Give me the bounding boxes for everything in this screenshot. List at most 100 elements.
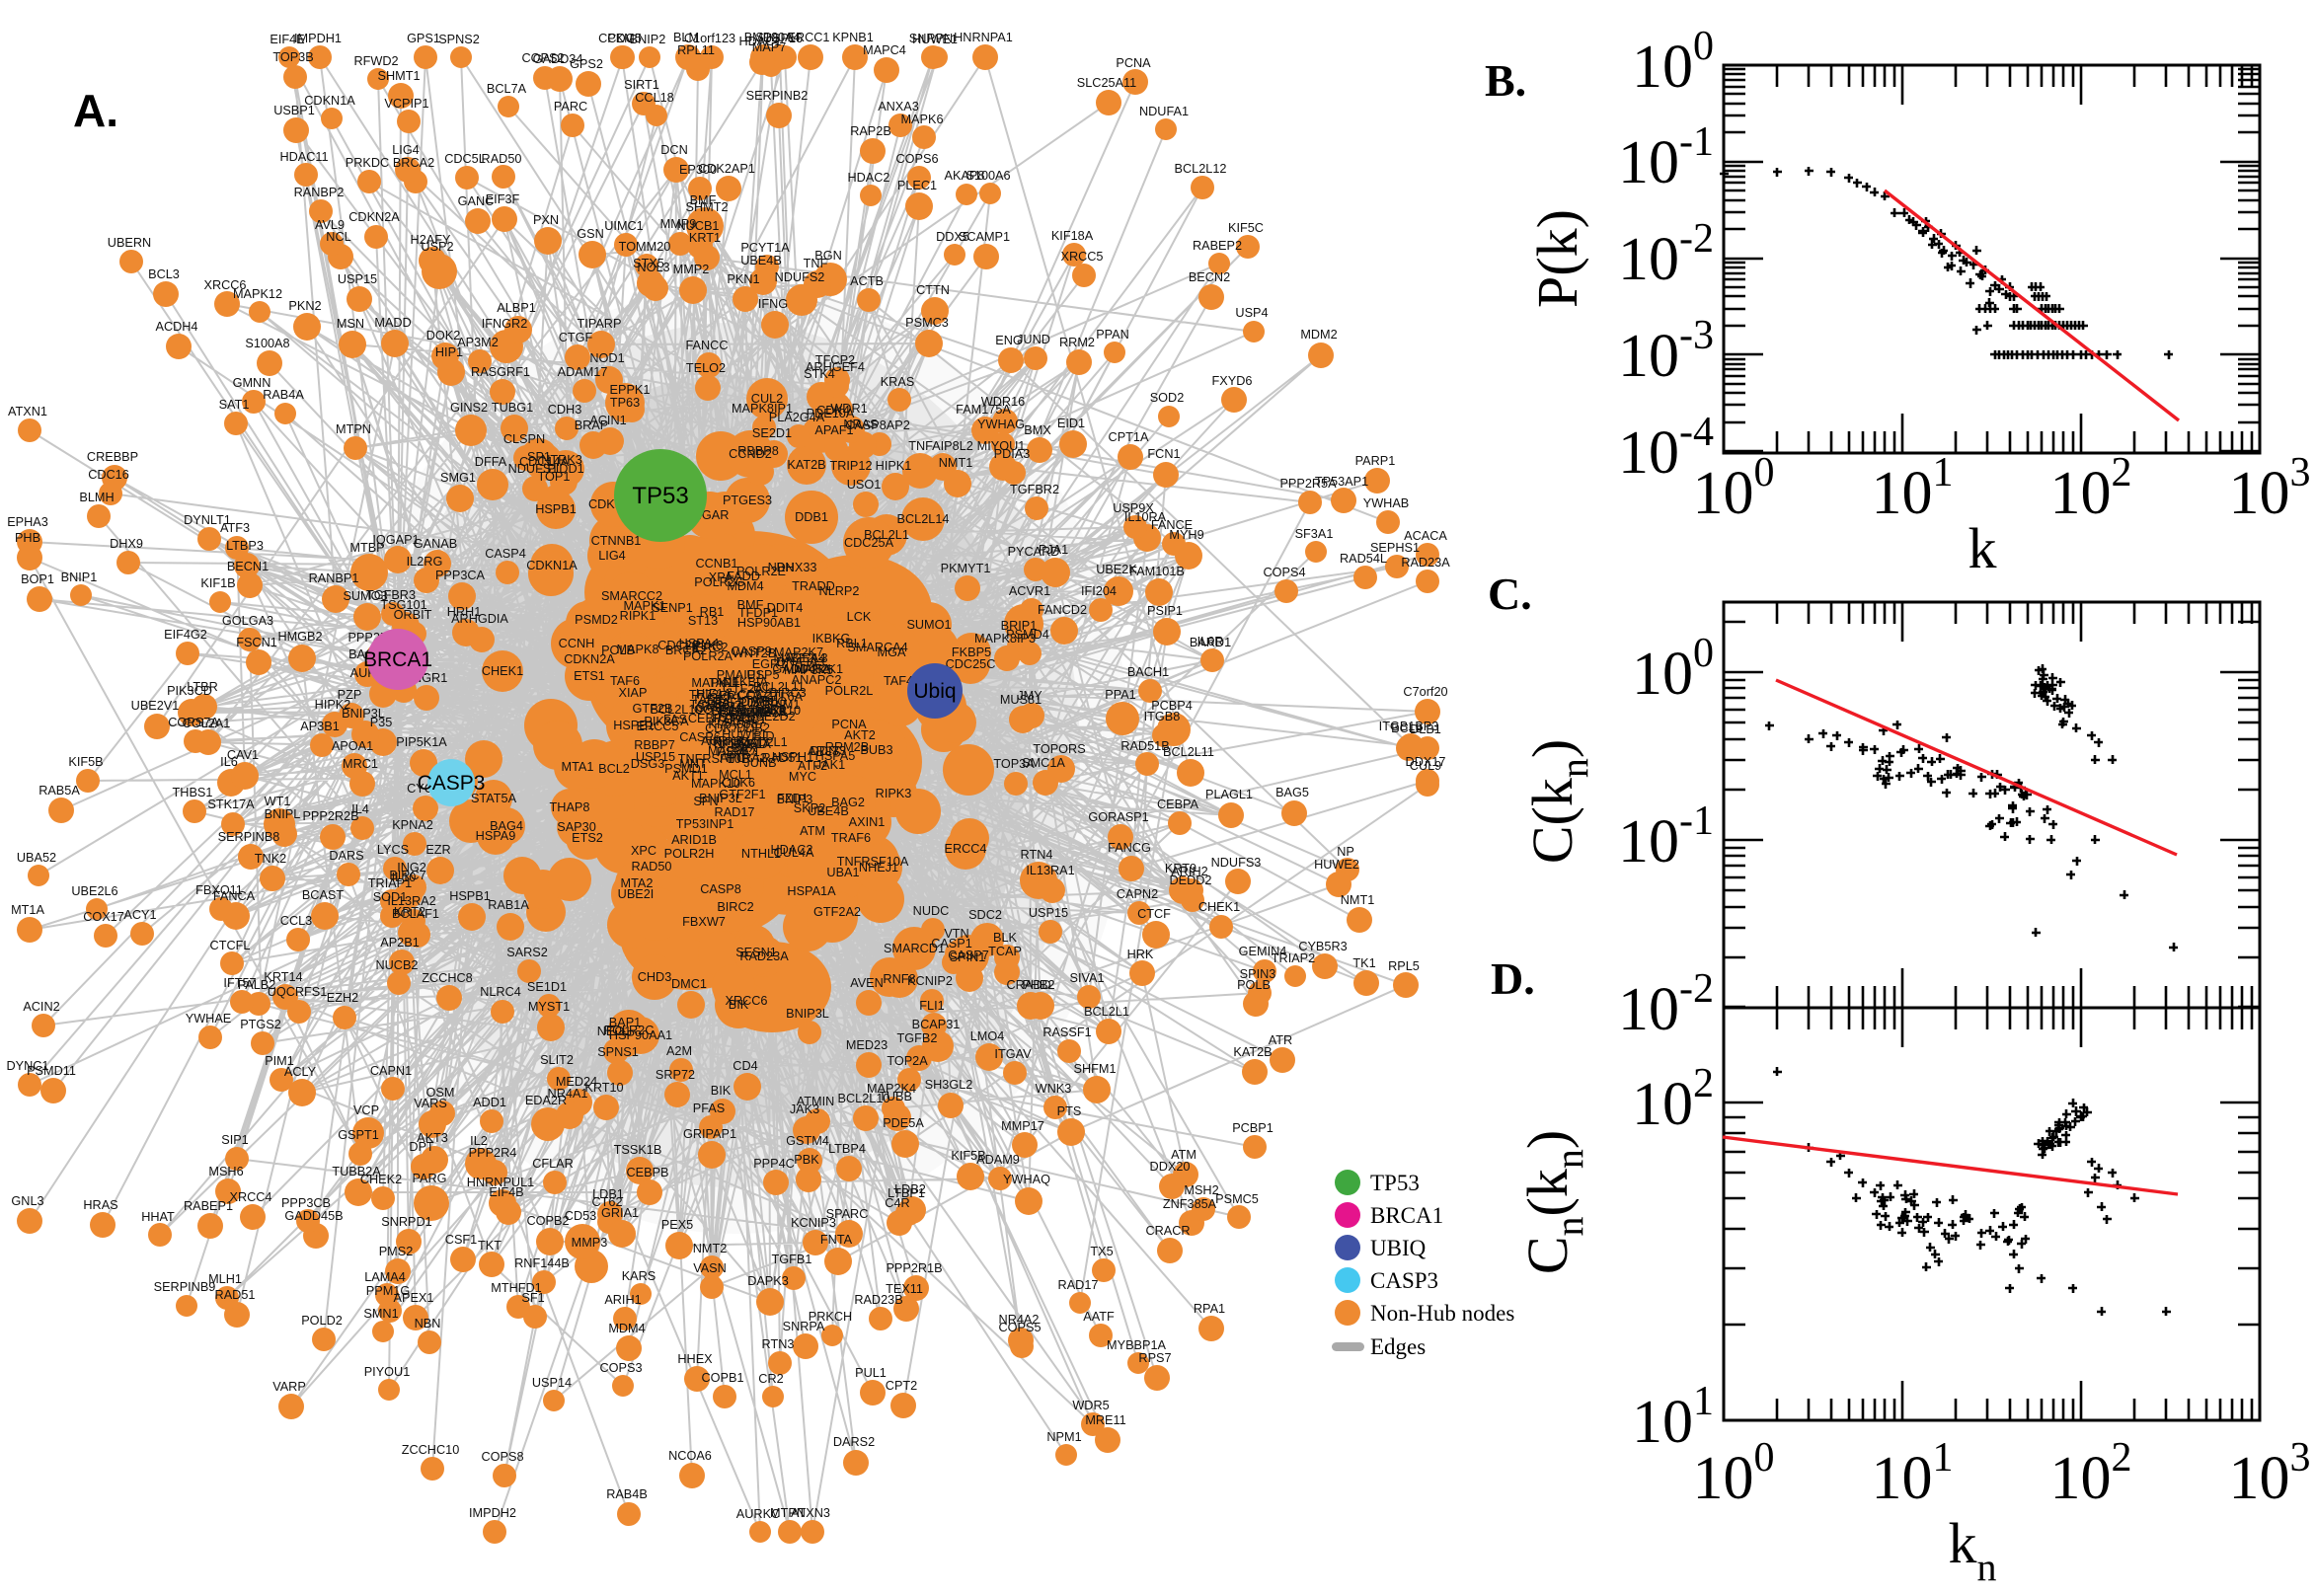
svg-text:STAT5A: STAT5A [471,792,517,805]
svg-text:IFNG: IFNG [758,297,788,311]
svg-text:CDC16: CDC16 [88,468,129,482]
svg-text:AVL9: AVL9 [315,218,345,232]
svg-text:BCL7A: BCL7A [487,82,527,96]
svg-text:APOA1: APOA1 [332,739,373,753]
svg-text:NEO1: NEO1 [597,1025,632,1038]
svg-text:CCDC5: CCDC5 [598,32,642,45]
svg-text:TP53: TP53 [1370,1171,1420,1195]
svg-text:KCNIP3: KCNIP3 [791,1216,836,1230]
svg-text:TK1: TK1 [1352,956,1375,970]
svg-text:TRIAP1: TRIAP1 [368,876,412,890]
svg-text:PIK3CA: PIK3CA [644,715,689,728]
svg-text:UBERN: UBERN [108,236,151,250]
svg-text:FANCE: FANCE [1151,518,1193,532]
svg-text:MGA: MGA [878,646,906,659]
svg-text:BCL2L1: BCL2L1 [1084,1005,1129,1019]
svg-text:SDC2: SDC2 [968,908,1002,922]
svg-text:TKT: TKT [478,1239,502,1253]
svg-text:RNF8: RNF8 [883,972,915,986]
svg-text:ORBIT: ORBIT [394,608,432,622]
svg-text:PDE10A: PDE10A [807,407,855,420]
svg-text:KRT1: KRT1 [689,231,721,245]
svg-text:MAPC4: MAPC4 [863,43,906,57]
svg-text:ADAM9: ADAM9 [976,1153,1020,1167]
svg-text:PSMD2: PSMD2 [575,613,618,627]
svg-text:OSM: OSM [426,1086,455,1100]
svg-text:RAD51B: RAD51B [1120,739,1169,753]
svg-text:CUL4A: CUL4A [774,846,814,860]
svg-text:PSIP1: PSIP1 [1147,604,1183,618]
svg-text:ERCC3: ERCC3 [719,689,761,703]
svg-text:TP53AP1: TP53AP1 [1315,475,1368,489]
svg-text:EPHA3: EPHA3 [7,515,48,529]
svg-text:CUL9: CUL9 [1410,759,1441,773]
svg-text:HIF1A: HIF1A [696,687,732,701]
svg-text:CDC20: CDC20 [657,639,699,652]
svg-text:MMP2: MMP2 [673,263,710,276]
svg-text:PTS: PTS [1057,1104,1082,1118]
svg-text:HIPK2: HIPK2 [315,698,351,712]
svg-text:DVL1: DVL1 [752,704,784,718]
svg-text:DHX33: DHX33 [777,561,817,574]
svg-text:LDB1: LDB1 [592,1187,624,1201]
svg-text:RAD51: RAD51 [215,1288,256,1302]
svg-text:SAP30: SAP30 [557,820,596,834]
svg-text:SPARC: SPARC [826,1207,869,1221]
svg-text:101: 101 [1632,1379,1714,1456]
svg-text:HSPA1L: HSPA1L [712,712,759,725]
svg-text:NMT1: NMT1 [939,456,973,470]
svg-text:IL13RA2: IL13RA2 [387,894,435,908]
svg-text:HUWE1: HUWE1 [722,727,767,741]
svg-text:HERC2: HERC2 [685,641,728,654]
svg-text:HHEX: HHEX [677,1352,713,1366]
svg-text:PIP5K1A: PIP5K1A [396,735,447,749]
svg-text:THAP8: THAP8 [550,800,590,814]
svg-text:SMC1A: SMC1A [1022,756,1065,770]
svg-text:MYBBP1A: MYBBP1A [1107,1338,1166,1352]
svg-text:RAD23B: RAD23B [854,1293,902,1307]
svg-text:MSH6: MSH6 [208,1165,243,1178]
svg-text:CPT1A: CPT1A [1109,430,1149,444]
svg-text:SP1: SP1 [527,450,551,464]
svg-text:ARIH1: ARIH1 [604,1293,641,1307]
svg-text:PPP2R1B: PPP2R1B [886,1261,942,1275]
svg-text:AURKC: AURKC [736,1507,780,1521]
svg-text:ACIN1: ACIN1 [589,414,626,427]
svg-text:BNIP3: BNIP3 [777,793,813,806]
svg-text:SENP1: SENP1 [652,601,693,615]
svg-text:TP63: TP63 [610,396,640,410]
svg-text:IL6R: IL6R [1197,635,1224,648]
svg-text:PLA2G4A: PLA2G4A [769,411,825,424]
svg-text:CDC5L: CDC5L [444,152,486,166]
svg-text:HDAC11: HDAC11 [279,150,328,164]
svg-text:RAD23A: RAD23A [739,950,789,963]
svg-text:EGR1: EGR1 [752,657,787,671]
svg-text:GNL3: GNL3 [11,1194,43,1208]
svg-text:CDKN2A: CDKN2A [564,652,615,666]
svg-text:BCAP31: BCAP31 [912,1018,961,1031]
svg-text:LMO4: LMO4 [970,1029,1005,1043]
svg-text:SMARCA4: SMARCA4 [847,641,907,654]
svg-text:XIAP: XIAP [619,686,648,700]
svg-text:MTA2: MTA2 [621,876,654,890]
svg-text:COPS2: COPS2 [521,51,564,65]
svg-text:BIRC2: BIRC2 [717,900,753,914]
svg-text:PPP3CA: PPP3CA [435,569,486,582]
svg-text:SHMT2: SHMT2 [686,200,729,214]
svg-text:BOP1: BOP1 [21,572,54,586]
svg-text:NDUFS1: NDUFS1 [508,462,559,476]
svg-text:IL10RA: IL10RA [1124,510,1167,524]
svg-text:DNAJA3: DNAJA3 [777,655,825,669]
svg-text:TRAF2: TRAF2 [705,696,744,710]
svg-text:UBE4B: UBE4B [740,254,782,267]
svg-text:UBE2D2: UBE2D2 [746,710,795,723]
svg-text:NR4A2: NR4A2 [999,1313,1040,1327]
svg-text:SESN1: SESN1 [735,946,777,959]
svg-text:BCL2L11: BCL2L11 [1163,745,1214,759]
svg-text:CDK4: CDK4 [816,404,850,418]
svg-text:ACTB: ACTB [850,274,884,288]
svg-text:USP15: USP15 [1029,906,1068,920]
svg-text:NMT2: NMT2 [693,1242,728,1255]
svg-text:FAM175A: FAM175A [956,403,1011,417]
svg-text:CTCFL: CTCFL [210,939,251,952]
